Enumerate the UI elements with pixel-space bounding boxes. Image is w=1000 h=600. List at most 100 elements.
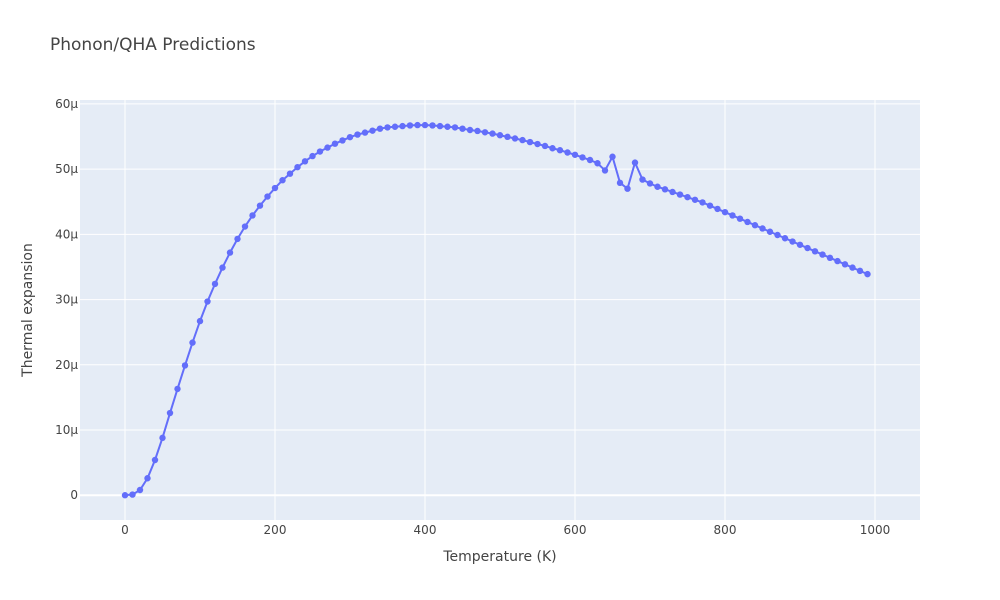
data-point[interactable]	[609, 153, 616, 160]
data-point[interactable]	[354, 131, 361, 138]
data-point[interactable]	[759, 225, 766, 232]
data-point[interactable]	[376, 125, 384, 132]
data-point[interactable]	[669, 188, 676, 196]
data-point[interactable]	[264, 193, 271, 200]
data-point[interactable]	[361, 129, 369, 136]
data-point[interactable]	[294, 163, 301, 171]
data-point[interactable]	[594, 160, 601, 167]
data-point[interactable]	[331, 140, 339, 147]
data-point[interactable]	[549, 145, 556, 152]
data-point[interactable]	[421, 121, 429, 129]
data-point[interactable]	[556, 147, 564, 154]
data-point[interactable]	[301, 158, 309, 165]
data-point[interactable]	[616, 179, 624, 187]
data-point[interactable]	[204, 298, 211, 305]
data-point[interactable]	[819, 251, 826, 258]
data-point[interactable]	[316, 148, 324, 155]
data-point[interactable]	[534, 140, 541, 148]
data-point[interactable]	[174, 385, 181, 393]
data-point[interactable]	[744, 218, 751, 226]
data-point[interactable]	[324, 144, 331, 151]
data-point[interactable]	[511, 135, 519, 142]
data-point[interactable]	[826, 254, 834, 262]
data-point[interactable]	[631, 159, 639, 166]
data-point[interactable]	[646, 180, 654, 187]
data-point[interactable]	[271, 184, 279, 192]
data-point[interactable]	[639, 176, 646, 183]
data-point[interactable]	[706, 202, 714, 209]
data-point[interactable]	[729, 212, 736, 219]
data-point[interactable]	[864, 270, 871, 278]
data-point[interactable]	[346, 133, 354, 141]
data-point[interactable]	[414, 121, 421, 129]
data-point[interactable]	[571, 151, 579, 158]
data-point[interactable]	[691, 196, 699, 203]
data-point[interactable]	[834, 257, 841, 265]
data-point[interactable]	[406, 122, 414, 129]
data-point[interactable]	[661, 186, 669, 193]
data-point[interactable]	[766, 228, 774, 235]
data-point[interactable]	[309, 152, 316, 160]
data-point[interactable]	[339, 137, 346, 144]
data-point[interactable]	[159, 434, 166, 442]
data-point[interactable]	[241, 223, 249, 230]
data-point[interactable]	[496, 132, 504, 139]
data-point[interactable]	[774, 231, 781, 239]
data-point[interactable]	[684, 193, 691, 201]
data-point[interactable]	[466, 126, 474, 134]
data-point[interactable]	[219, 264, 226, 271]
data-point[interactable]	[211, 280, 219, 288]
data-point[interactable]	[504, 133, 511, 141]
data-point[interactable]	[526, 138, 534, 146]
data-point[interactable]	[654, 183, 661, 190]
data-point[interactable]	[256, 202, 264, 209]
data-point[interactable]	[151, 456, 159, 464]
data-point[interactable]	[751, 222, 759, 229]
data-point[interactable]	[601, 167, 609, 174]
data-point[interactable]	[136, 486, 144, 494]
data-point[interactable]	[699, 199, 706, 206]
data-point[interactable]	[181, 362, 189, 369]
data-point[interactable]	[444, 123, 451, 130]
data-point[interactable]	[129, 491, 136, 498]
data-point[interactable]	[189, 339, 196, 346]
data-point[interactable]	[249, 212, 256, 219]
data-point[interactable]	[796, 241, 804, 248]
data-point[interactable]	[459, 125, 466, 132]
data-point[interactable]	[226, 249, 234, 256]
data-point[interactable]	[849, 264, 856, 271]
data-point[interactable]	[196, 317, 204, 325]
data-point[interactable]	[166, 409, 174, 417]
data-point[interactable]	[474, 127, 481, 135]
data-point[interactable]	[721, 208, 729, 216]
data-point[interactable]	[856, 267, 864, 275]
data-point[interactable]	[279, 177, 286, 184]
data-point[interactable]	[399, 122, 406, 130]
data-point[interactable]	[391, 123, 399, 130]
data-point[interactable]	[541, 142, 549, 150]
data-point[interactable]	[781, 235, 789, 242]
data-point[interactable]	[234, 235, 241, 243]
data-point[interactable]	[121, 492, 129, 499]
data-point[interactable]	[736, 215, 744, 222]
data-point[interactable]	[481, 129, 489, 136]
data-point[interactable]	[841, 261, 849, 268]
data-point[interactable]	[519, 136, 526, 144]
data-point[interactable]	[451, 124, 459, 131]
data-point[interactable]	[369, 127, 376, 134]
data-point[interactable]	[579, 154, 586, 161]
data-point[interactable]	[676, 191, 684, 198]
data-point[interactable]	[429, 122, 436, 129]
data-point[interactable]	[436, 122, 444, 130]
data-point[interactable]	[586, 156, 594, 164]
data-point[interactable]	[489, 130, 496, 137]
data-point[interactable]	[804, 244, 811, 252]
data-point[interactable]	[384, 124, 391, 131]
data-point[interactable]	[286, 170, 294, 177]
data-point[interactable]	[144, 475, 151, 482]
data-point[interactable]	[564, 149, 571, 156]
data-point[interactable]	[714, 205, 721, 213]
data-point[interactable]	[811, 248, 819, 255]
data-point[interactable]	[624, 185, 631, 192]
data-point[interactable]	[789, 238, 796, 245]
